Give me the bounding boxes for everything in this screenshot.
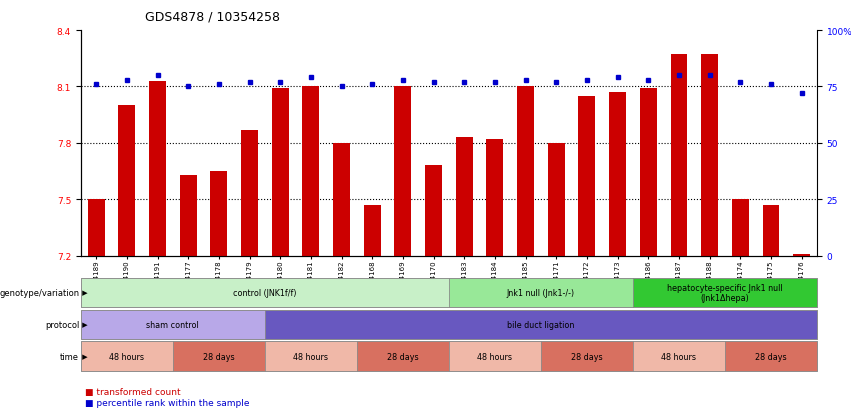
Bar: [395, 87, 411, 256]
Bar: [426, 166, 442, 256]
Text: bile duct ligation: bile duct ligation: [507, 320, 574, 329]
Text: 28 days: 28 days: [203, 352, 235, 361]
Bar: [609, 93, 626, 256]
Bar: [180, 176, 197, 256]
Bar: [118, 106, 135, 256]
Text: ■ percentile rank within the sample: ■ percentile rank within the sample: [85, 398, 249, 407]
Bar: [541, 342, 633, 371]
Bar: [210, 172, 227, 256]
Bar: [302, 87, 319, 256]
Bar: [579, 97, 596, 256]
Text: protocol: protocol: [45, 320, 79, 329]
Bar: [265, 310, 817, 339]
Bar: [633, 342, 725, 371]
Text: sham control: sham control: [146, 320, 199, 329]
Bar: [448, 278, 633, 308]
Text: hepatocyte-specific Jnk1 null
(Jnk1Δhepa): hepatocyte-specific Jnk1 null (Jnk1Δhepa…: [667, 283, 783, 302]
Bar: [456, 138, 472, 256]
Bar: [357, 342, 448, 371]
Bar: [81, 310, 265, 339]
Bar: [265, 342, 357, 371]
Bar: [640, 89, 657, 256]
Bar: [81, 342, 173, 371]
Bar: [448, 342, 541, 371]
Bar: [149, 82, 166, 256]
Bar: [241, 131, 258, 256]
Text: 48 hours: 48 hours: [661, 352, 696, 361]
Text: 28 days: 28 days: [571, 352, 603, 361]
Bar: [88, 200, 105, 256]
Bar: [725, 342, 817, 371]
Text: ■ transformed count: ■ transformed count: [85, 387, 180, 396]
Bar: [548, 144, 565, 256]
Text: 48 hours: 48 hours: [477, 352, 512, 361]
Bar: [517, 87, 534, 256]
Text: 48 hours: 48 hours: [294, 352, 328, 361]
Bar: [487, 140, 503, 256]
Bar: [363, 205, 380, 256]
Text: genotype/variation: genotype/variation: [0, 288, 79, 297]
Text: time: time: [60, 352, 79, 361]
Bar: [671, 55, 688, 256]
Bar: [333, 144, 350, 256]
Text: control (JNK1f/f): control (JNK1f/f): [233, 288, 297, 297]
Bar: [701, 55, 718, 256]
Text: Jnk1 null (Jnk1-/-): Jnk1 null (Jnk1-/-): [507, 288, 575, 297]
Bar: [271, 89, 288, 256]
Bar: [173, 342, 265, 371]
Bar: [732, 200, 749, 256]
Bar: [633, 278, 817, 308]
Text: ▶: ▶: [80, 290, 88, 296]
Text: 28 days: 28 days: [755, 352, 787, 361]
Bar: [793, 254, 810, 256]
Text: 48 hours: 48 hours: [109, 352, 145, 361]
Text: 28 days: 28 days: [387, 352, 419, 361]
Bar: [81, 278, 448, 308]
Text: GDS4878 / 10354258: GDS4878 / 10354258: [145, 10, 280, 23]
Bar: [762, 205, 780, 256]
Text: ▶: ▶: [80, 354, 88, 359]
Text: ▶: ▶: [80, 322, 88, 328]
